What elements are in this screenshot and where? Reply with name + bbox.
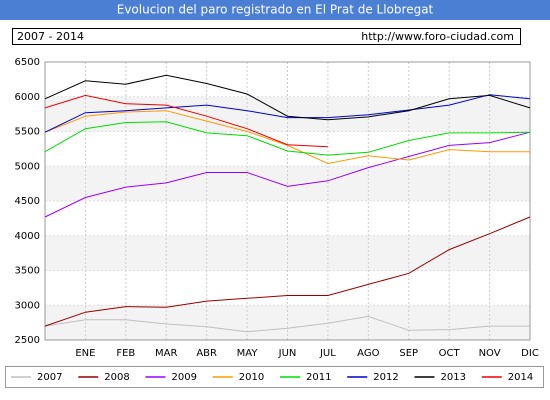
title-bar (0, 0, 550, 20)
source: http://www.foro-ciudad.com (361, 30, 514, 43)
x-tick-label: MAY (237, 348, 259, 359)
series-line (44, 74, 531, 121)
info-box (12, 28, 521, 45)
y-tick-label: 3500 (15, 266, 40, 277)
plot-border (44, 61, 531, 341)
legend-label: 2007 (37, 372, 62, 383)
y-tick-label: 4500 (15, 196, 40, 207)
legend-label: 2012 (373, 372, 398, 383)
legend-label: 2010 (239, 372, 264, 383)
y-tick-label: 4000 (15, 231, 40, 242)
y-tick-label: 6000 (15, 92, 40, 103)
x-tick-label: DIC (521, 348, 539, 359)
legend-label: 2013 (441, 372, 466, 383)
legend-label: 2009 (172, 372, 197, 383)
x-tick-label: SEP (399, 348, 418, 359)
x-tick-label: JUN (278, 348, 297, 359)
legend-label: 2014 (508, 372, 533, 383)
series-line (44, 94, 531, 133)
legend-label: 2008 (104, 372, 129, 383)
x-tick-label: JUL (319, 348, 336, 359)
x-tick-label: FEB (116, 348, 135, 359)
series-line (44, 94, 328, 148)
series-line (44, 216, 531, 327)
legend-box (5, 366, 544, 388)
x-tick-label: AGO (357, 348, 379, 359)
series-line (44, 315, 530, 333)
x-tick-label: ABR (196, 348, 217, 359)
grid-band (45, 235, 530, 271)
chart-title: Evolucion del paro registrado en El Prat… (117, 3, 434, 17)
x-tick-label: MAR (155, 348, 177, 359)
y-tick-label: 2500 (15, 335, 40, 346)
legend-label: 2011 (306, 372, 331, 383)
x-tick-label: OCT (439, 348, 461, 359)
y-tick-label: 5000 (15, 161, 40, 172)
series-line (44, 110, 530, 165)
series-line (44, 121, 531, 156)
x-tick-label: ENE (75, 348, 95, 359)
x-tick-label: NOV (479, 348, 501, 359)
y-tick-label: 6500 (15, 57, 40, 68)
subtitle: 2007 - 2014 (17, 30, 84, 43)
series-line (44, 131, 531, 218)
y-tick-label: 5500 (15, 127, 40, 138)
y-tick-label: 3000 (15, 300, 40, 311)
